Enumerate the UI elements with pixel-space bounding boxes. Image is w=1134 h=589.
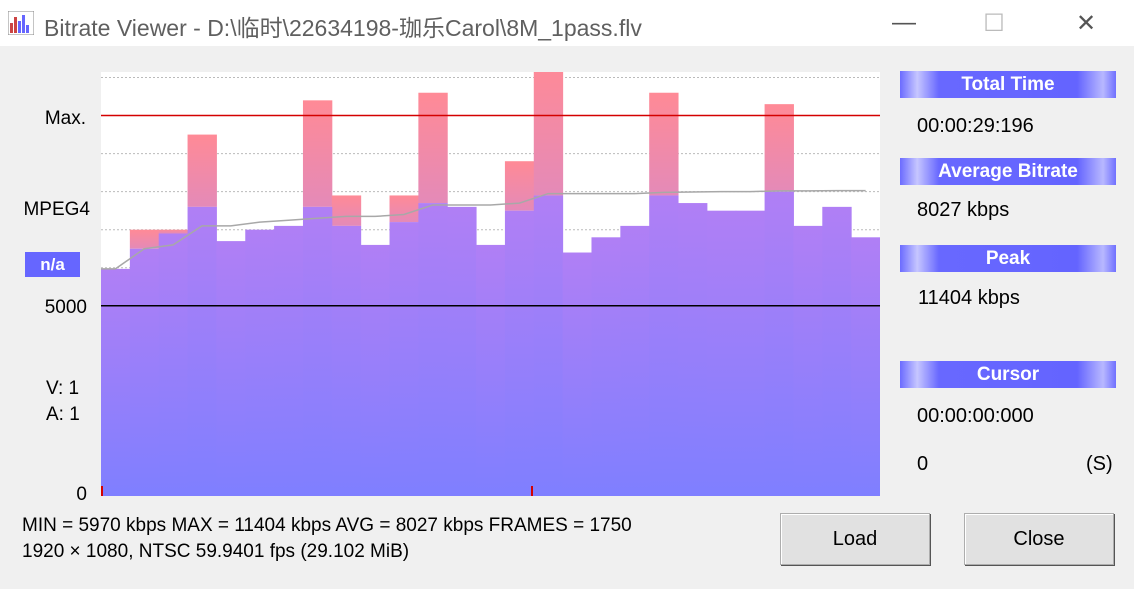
bitrate-bar [851, 237, 881, 496]
bitrate-bar [360, 244, 391, 496]
bitrate-bar [158, 233, 189, 496]
max-label: Max. [44, 108, 86, 129]
bitrate-bar [418, 203, 448, 496]
average-line [101, 189, 866, 270]
bitrate-bar [533, 195, 564, 496]
peak-bar [302, 100, 333, 207]
bitrate-bar [187, 206, 217, 497]
bitrate-bar [389, 222, 419, 497]
bitrate-bar [245, 229, 275, 496]
bitrate-bar [562, 252, 592, 496]
audio-stream-label: A: 1 [46, 404, 80, 425]
bitrate-bar [735, 210, 766, 496]
bitrate-bar [476, 244, 506, 496]
bitrate-bar [793, 225, 823, 496]
minimize-icon: — [892, 9, 916, 36]
bitrate-bar [822, 206, 852, 497]
cursor-header: Cursor [900, 361, 1116, 388]
peak-bar [187, 134, 217, 207]
bitrate-bar [678, 203, 708, 496]
bitrate-chart[interactable] [101, 62, 881, 497]
total-time-header: Total Time [900, 71, 1116, 98]
bitrate-bar [216, 241, 246, 496]
codec-label: MPEG4 [23, 199, 90, 220]
bitrate-bar [274, 225, 304, 496]
close-icon: ✕ [1075, 9, 1097, 37]
peak-bar [764, 104, 794, 192]
maximize-icon: ☐ [983, 9, 1005, 37]
bitrate-bar [620, 225, 650, 496]
minimize-button[interactable]: — [874, 0, 934, 46]
scale-zero-label: 0 [76, 484, 87, 505]
na-badge: n/a [25, 252, 80, 277]
cursor-time-value: 00:00:00:000 [917, 405, 1034, 427]
bitrate-bar [101, 268, 131, 496]
bitrate-bar [764, 191, 794, 497]
bitrate-bar [706, 210, 737, 496]
bitrate-bar [302, 206, 333, 497]
peak-bar [533, 62, 564, 196]
cursor-bitrate-value: 0 [917, 453, 929, 475]
total-time-value: 00:00:29:196 [917, 115, 1034, 137]
peak-header: Peak [900, 245, 1116, 272]
bitrate-bar [447, 206, 477, 497]
peak-bar [418, 92, 448, 204]
video-stream-label: V: 1 [46, 378, 80, 399]
peak-bar [649, 92, 679, 196]
bitrate-bar [649, 195, 679, 496]
average-bitrate-value: 8027 kbps [917, 199, 1010, 221]
window-title: Bitrate Viewer - D:\临时\22634198-珈乐Carol\… [44, 15, 642, 41]
stats-summary: MIN = 5970 kbps MAX = 11404 kbps AVG = 8… [22, 515, 632, 536]
bitrate-bar [504, 210, 535, 496]
load-button[interactable]: Load [780, 513, 930, 565]
stats-format: 1920 × 1080, NTSC 59.9401 fps (29.102 Mi… [22, 541, 410, 562]
maximize-button[interactable]: ☐ [964, 0, 1024, 46]
peak-bar [129, 229, 160, 249]
scale-5000-label: 5000 [44, 297, 87, 318]
bitrate-bar [591, 237, 621, 496]
peak-bar [158, 229, 189, 234]
average-bitrate-header: Average Bitrate [900, 158, 1116, 185]
bitrate-bar [129, 248, 160, 496]
peak-bar [389, 195, 419, 223]
peak-value: 11404 kbps [918, 287, 1020, 309]
bitrate-bar [331, 225, 362, 496]
close-button[interactable]: Close [964, 513, 1114, 565]
peak-bar [331, 195, 362, 226]
bitrate-chart-svg[interactable] [101, 62, 881, 497]
bitrate-chart-icon [8, 11, 34, 35]
title-bar: Bitrate Viewer - D:\临时\22634198-珈乐Carol\… [0, 0, 1134, 46]
cursor-frame-type: (S) [1086, 453, 1113, 475]
close-window-button[interactable]: ✕ [1056, 0, 1116, 46]
